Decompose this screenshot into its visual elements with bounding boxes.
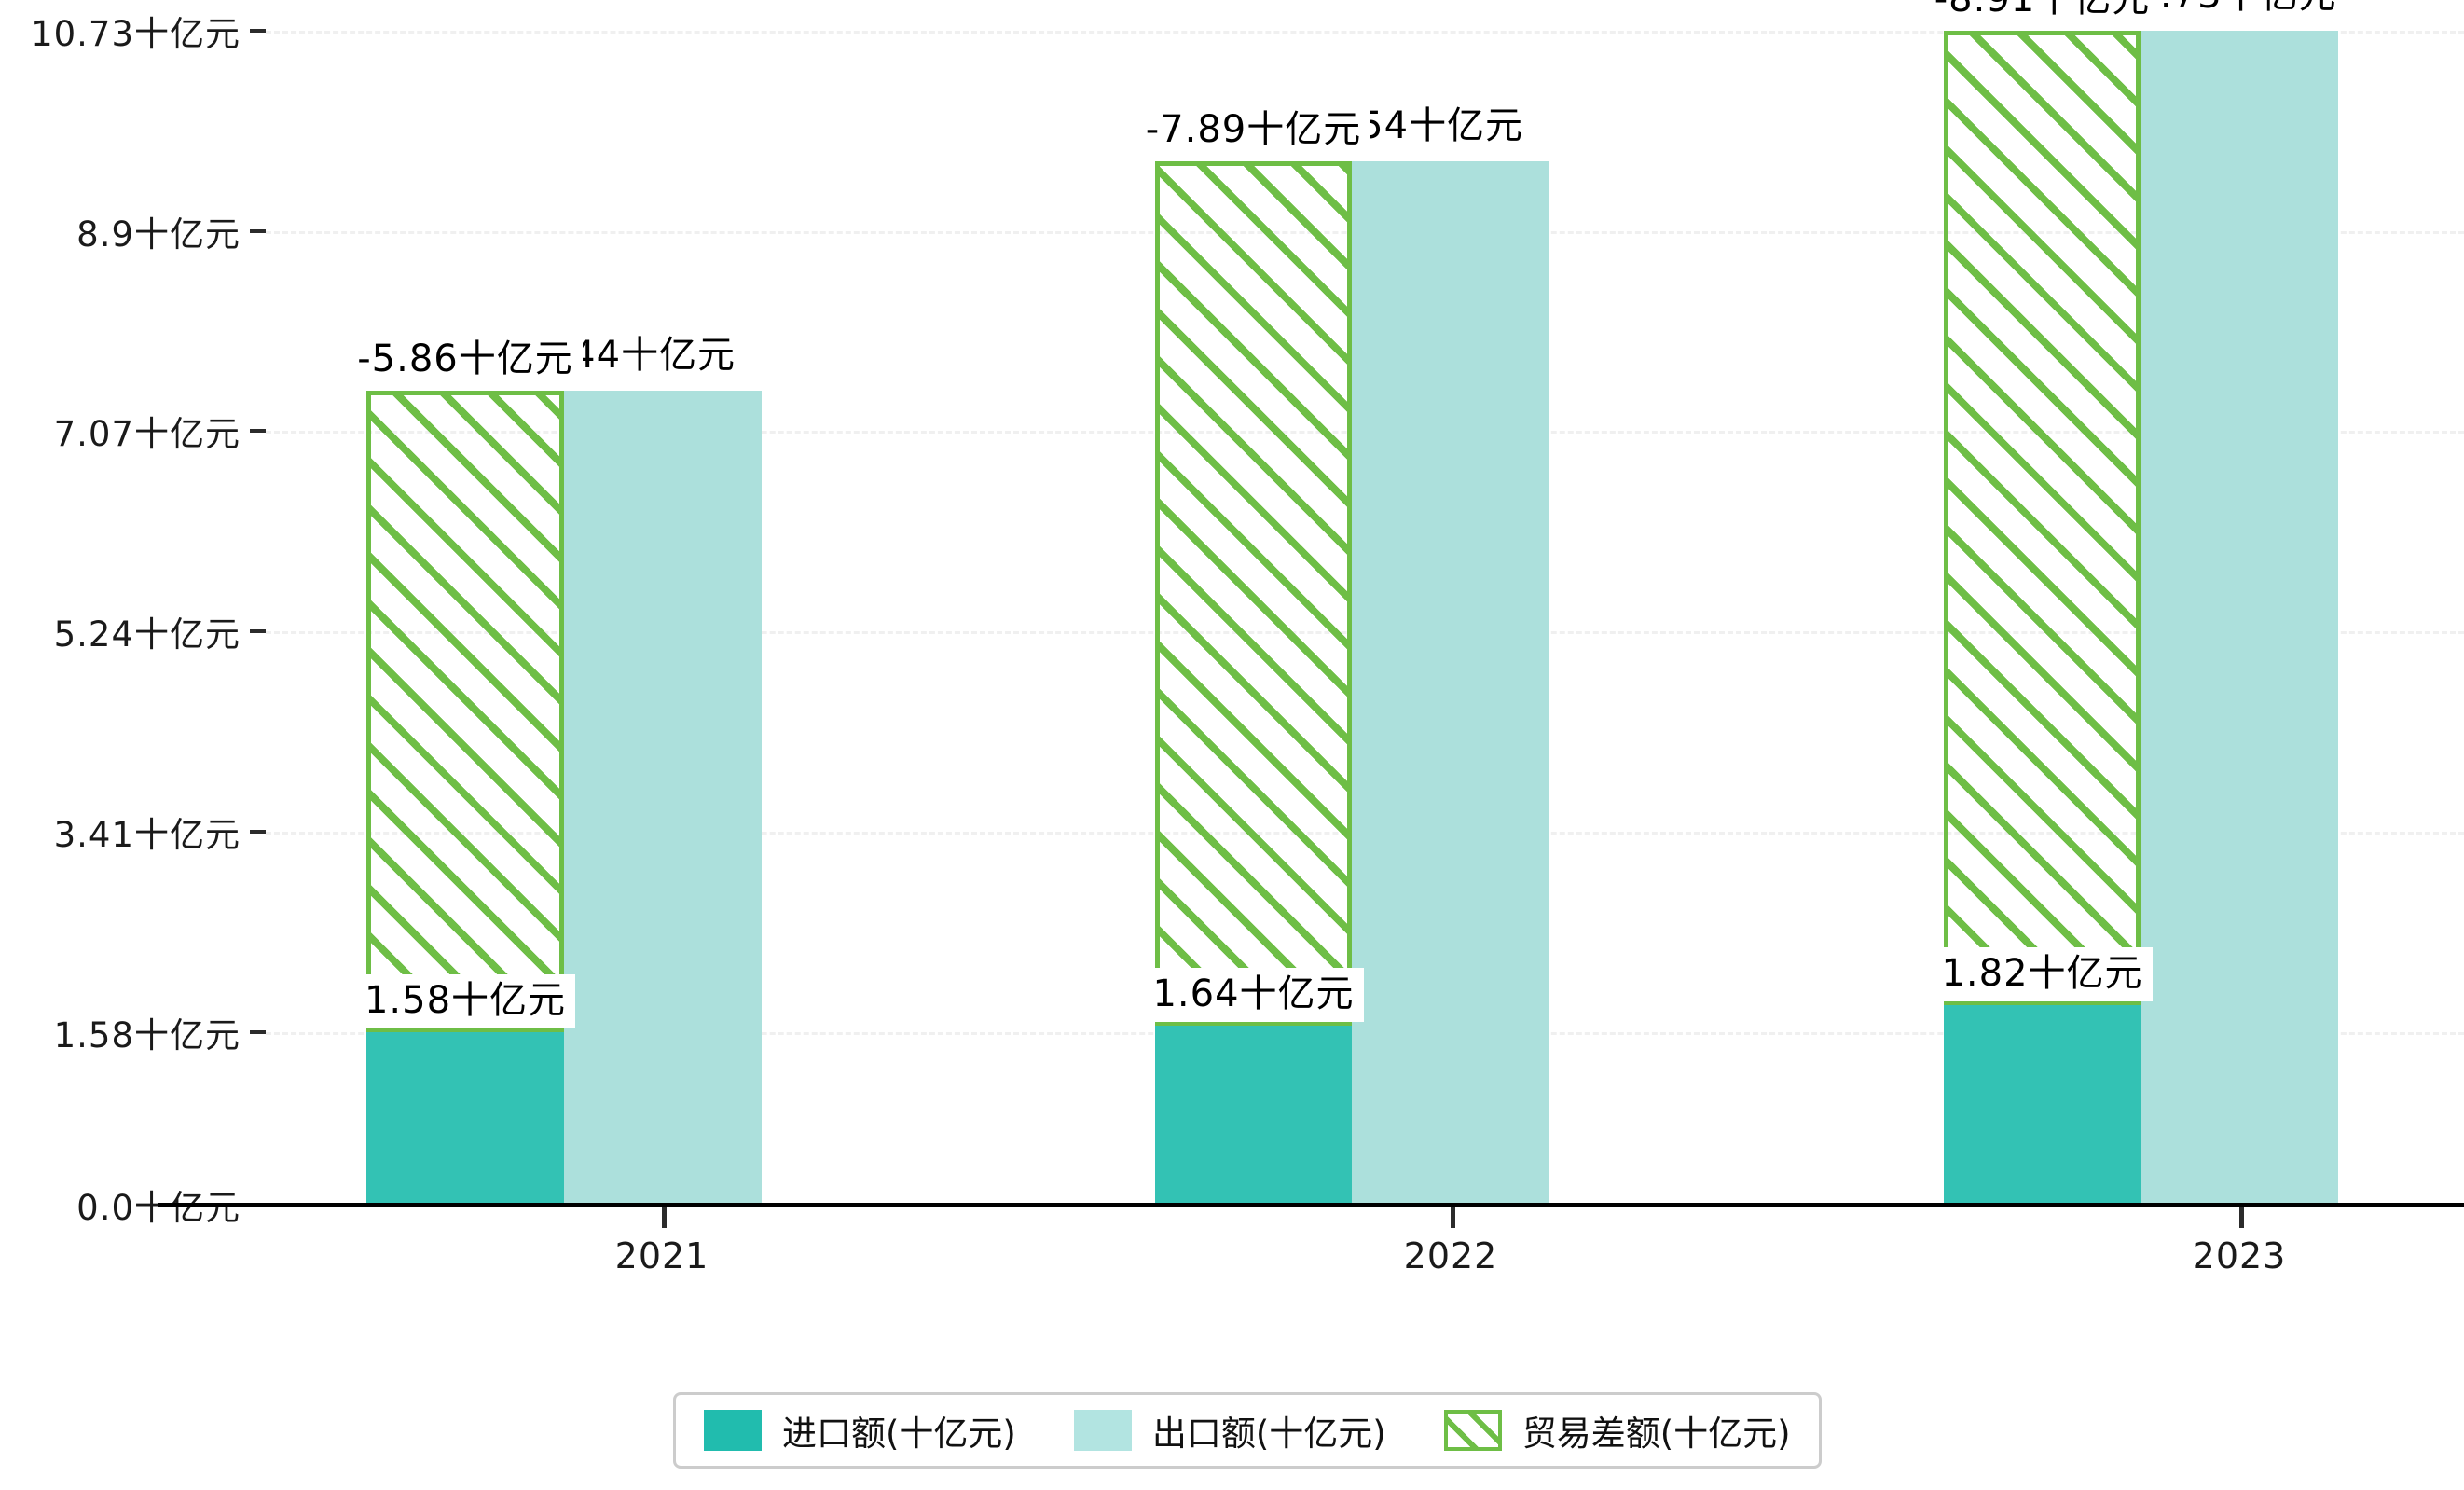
- value-label-import: 1.58十亿元: [354, 973, 576, 1028]
- bar-trade-balance[interactable]: [366, 391, 564, 1032]
- gridline: [266, 31, 2464, 34]
- legend-swatch-import-icon: [704, 1410, 762, 1451]
- x-tick-mark: [662, 1207, 667, 1228]
- legend-label-export: 出口额(十亿元): [1151, 1414, 1386, 1454]
- legend-label-import: 进口额(十亿元): [782, 1414, 1016, 1454]
- bar-export[interactable]: [1352, 160, 1549, 1205]
- y-tick-mark: [250, 829, 266, 834]
- legend-label-balance: 贸易差额(十亿元): [1521, 1414, 1791, 1454]
- x-tick-label-2022: 2022: [1403, 1235, 1498, 1276]
- bar-trade-balance[interactable]: [1155, 160, 1352, 1026]
- legend-swatch-export-icon: [1073, 1410, 1132, 1451]
- y-tick-mark: [250, 1029, 266, 1034]
- bar-import[interactable]: [1944, 1005, 2141, 1205]
- y-tick-mark: [250, 629, 266, 634]
- x-tick-mark: [1451, 1207, 1455, 1228]
- value-label-trade-balance: -8.91十亿元: [1924, 0, 2160, 27]
- y-tick-mark: [250, 228, 266, 233]
- value-label-import: 1.64十亿元: [1143, 967, 1364, 1022]
- bar-trade-balance[interactable]: [1944, 31, 2141, 1006]
- y-tick-label: 5.24十亿元: [53, 614, 241, 655]
- legend-item-import[interactable]: 进口额(十亿元): [704, 1405, 1016, 1456]
- x-tick-mark: [2239, 1207, 2244, 1228]
- bar-export[interactable]: [2141, 31, 2338, 1205]
- legend-item-export[interactable]: 出口额(十亿元): [1073, 1405, 1386, 1456]
- x-tick-label-2021: 2021: [614, 1235, 709, 1276]
- bar-import[interactable]: [366, 1031, 564, 1205]
- value-label-import: 1.82十亿元: [1932, 947, 2153, 1002]
- x-tick-label-2023: 2023: [2192, 1235, 2287, 1276]
- value-label-trade-balance: -7.89十亿元: [1136, 103, 1371, 158]
- y-tick-label: 1.58十亿元: [53, 1014, 241, 1055]
- y-tick-label: 10.73十亿元: [31, 14, 241, 54]
- y-tick-label: 0.0十亿元: [76, 1188, 241, 1228]
- y-tick-label: 3.41十亿元: [53, 814, 241, 855]
- y-tick-mark: [250, 429, 266, 434]
- y-tick-label: 8.9十亿元: [76, 214, 241, 255]
- bar-export[interactable]: [564, 391, 762, 1205]
- legend-swatch-balance-icon: [1443, 1410, 1502, 1451]
- value-label-trade-balance: -5.86十亿元: [348, 333, 583, 388]
- x-axis-line: [158, 1203, 2464, 1207]
- y-tick-label: 7.07十亿元: [53, 414, 241, 455]
- chart-legend: 进口额(十亿元) 出口额(十亿元) 贸易差额(十亿元): [673, 1392, 1822, 1469]
- bar-import[interactable]: [1155, 1025, 1352, 1205]
- legend-item-balance[interactable]: 贸易差额(十亿元): [1443, 1405, 1791, 1456]
- y-tick-mark: [250, 29, 266, 33]
